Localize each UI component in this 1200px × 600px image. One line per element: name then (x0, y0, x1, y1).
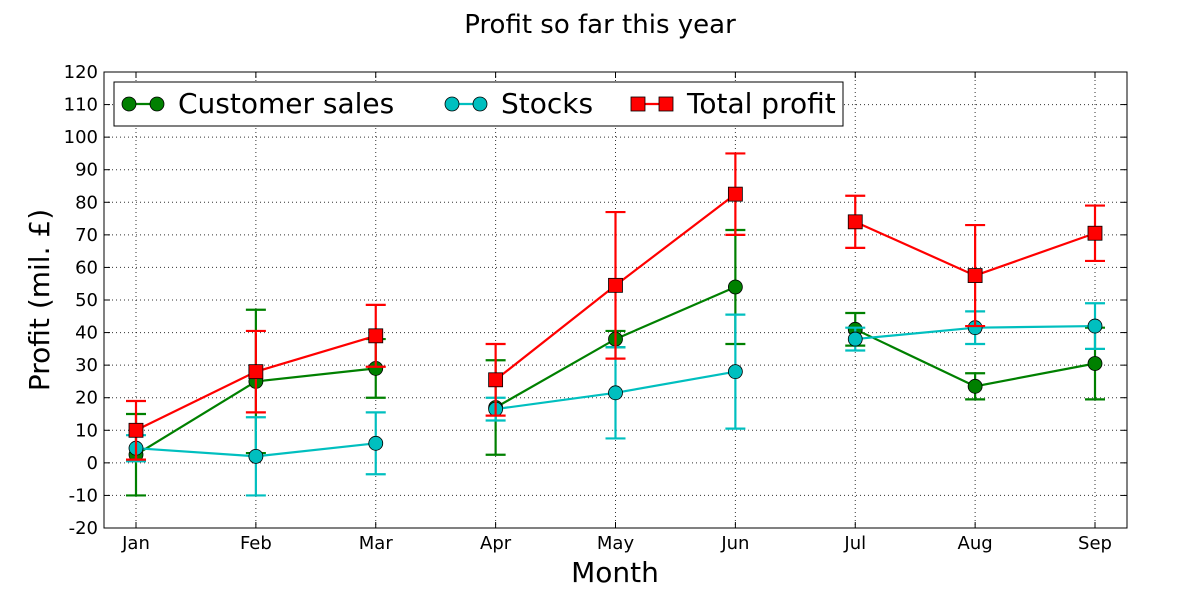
y-tick-label: 70 (75, 225, 98, 246)
legend-item-customer-sales: Customer sales (121, 87, 394, 120)
data-point (608, 277, 623, 293)
data-point (847, 331, 863, 347)
legend-marker (444, 96, 460, 112)
x-tick-label: May (597, 533, 635, 554)
legend-marker (630, 96, 646, 112)
y-tick-label: 30 (75, 355, 98, 376)
x-tick-label: Apr (480, 533, 512, 554)
data-point (1087, 318, 1103, 334)
data-point (488, 372, 504, 388)
data-point (727, 186, 743, 202)
data-point (847, 214, 863, 230)
data-point (248, 364, 264, 380)
y-tick-label: -10 (69, 485, 98, 506)
data-point (1087, 225, 1103, 241)
legend-label: Customer sales (178, 87, 394, 120)
series-stocks (126, 302, 1105, 497)
x-axis-ticks: Jan Feb Mar Apr May Jun Jul Aug Sep (121, 72, 1112, 554)
y-tick-label: 0 (87, 453, 98, 474)
x-tick-label: Jun (720, 533, 749, 554)
data-point (608, 385, 623, 401)
data-point (248, 448, 264, 464)
legend-marker (149, 96, 165, 112)
legend-item-stocks: Stocks (444, 87, 593, 120)
legend-label: Total profit (686, 87, 836, 120)
x-axis-label: Month (571, 556, 659, 589)
legend-label: Stocks (501, 87, 593, 120)
data-point (368, 435, 384, 451)
y-axis-label: Profit (mil. £) (23, 209, 56, 391)
legend-marker (472, 96, 488, 112)
x-tick-label: Jan (121, 533, 150, 554)
data-point (368, 328, 384, 344)
data-point (967, 378, 983, 394)
data-point (727, 364, 743, 380)
data-point (727, 279, 743, 295)
y-tick-label: -20 (69, 518, 98, 539)
y-tick-label: 40 (75, 323, 98, 344)
chart-title: Profit so far this year (464, 10, 736, 40)
series-total-profit (126, 152, 1105, 461)
x-tick-label: Mar (359, 533, 394, 554)
y-tick-label: 60 (75, 257, 98, 278)
legend: Customer sales Stocks Total profit (113, 81, 844, 127)
data-point (128, 422, 144, 438)
y-axis-ticks: -20 -10 0 10 20 30 40 50 60 70 80 90 100 110 120 (64, 62, 1127, 539)
data-point (967, 268, 983, 283)
y-tick-label: 50 (75, 290, 98, 311)
plot-frame (103, 71, 1128, 529)
legend-marker (121, 96, 137, 112)
y-tick-label: 80 (75, 192, 98, 213)
y-tick-label: 120 (64, 62, 98, 83)
y-tick-label: 90 (75, 160, 98, 181)
x-tick-label: Feb (240, 533, 272, 554)
data-point (1087, 356, 1103, 371)
y-tick-label: 100 (64, 127, 98, 148)
x-tick-label: Aug (958, 533, 993, 554)
y-tick-label: 20 (75, 388, 98, 409)
x-tick-label: Jul (843, 533, 866, 554)
x-tick-label: Sep (1078, 533, 1112, 554)
legend-item-total-profit: Total profit (630, 87, 836, 120)
y-tick-label: 10 (75, 420, 98, 441)
plot-series (126, 152, 1105, 497)
y-tick-label: 110 (64, 95, 98, 116)
legend-marker (658, 96, 674, 112)
